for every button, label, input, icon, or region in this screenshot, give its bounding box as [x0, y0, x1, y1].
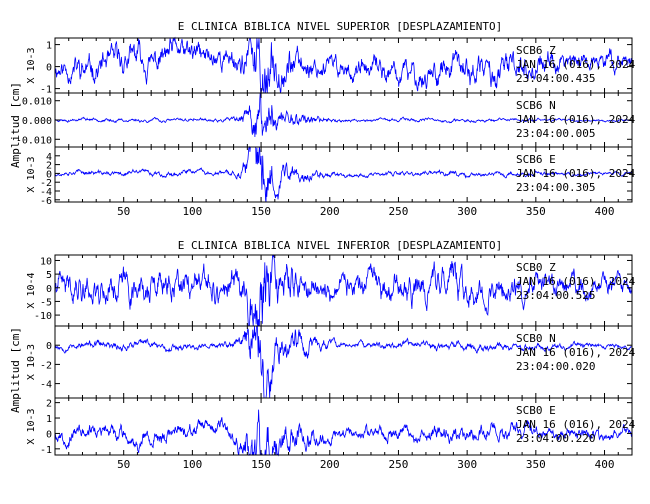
- x-tick-label: 350: [526, 205, 546, 218]
- x-tick-label: 50: [117, 205, 130, 218]
- waveform-trace: [54, 325, 633, 399]
- scale-label: X 10-3: [26, 156, 37, 192]
- station-annotation: JAN 16 (016), 2024: [516, 113, 636, 126]
- y-tick-label: 0.010: [22, 97, 52, 108]
- y-tick-label: 2: [46, 399, 52, 410]
- y-tick-label: -1: [40, 445, 52, 456]
- y-tick-label: -0.010: [16, 135, 52, 146]
- y-tick-label: 0: [46, 63, 52, 74]
- x-tick-label: 250: [389, 458, 409, 471]
- station-annotation: JAN 16 (016), 2024: [516, 167, 636, 180]
- station-annotation: 23:04:00.005: [516, 127, 595, 140]
- top-ylabel: Amplitud [cm]: [9, 82, 22, 168]
- station-annotation: SCB0 Z: [516, 261, 556, 274]
- scale-label: X 10-3: [26, 47, 37, 83]
- station-annotation: SCB0 E: [516, 404, 556, 417]
- y-tick-label: 0: [46, 284, 52, 295]
- station-annotation: JAN 16 (016), 2024: [516, 58, 636, 71]
- y-tick-label: -4: [40, 380, 52, 391]
- station-annotation: 23:04:00.305: [516, 181, 595, 194]
- y-tick-label: 0.000: [22, 116, 52, 127]
- x-tick-label: 200: [320, 458, 340, 471]
- scale-label: X 10-3: [26, 408, 37, 444]
- waveform-trace: [54, 92, 633, 138]
- x-tick-label: 300: [457, 205, 477, 218]
- station-annotation: JAN 16 (016), 2024: [516, 346, 636, 359]
- x-tick-label: 200: [320, 205, 340, 218]
- waveform-trace: [54, 145, 633, 203]
- x-tick-label: 350: [526, 458, 546, 471]
- x-tick-label: 400: [595, 205, 615, 218]
- y-tick-label: -4: [40, 187, 52, 198]
- y-tick-label: -2: [40, 360, 52, 371]
- y-tick-label: 5: [46, 270, 52, 281]
- y-tick-label: 0: [46, 429, 52, 440]
- x-tick-label: 100: [182, 205, 202, 218]
- y-tick-label: -5: [40, 297, 52, 308]
- station-annotation: SCB6 Z: [516, 44, 556, 57]
- waveform-trace: [54, 254, 633, 327]
- x-tick-label: 50: [117, 458, 130, 471]
- y-tick-label: 10: [40, 256, 52, 267]
- waveform-trace: [54, 409, 633, 457]
- y-tick-label: 0: [46, 169, 52, 180]
- station-annotation: 23:04:00.220: [516, 432, 595, 445]
- y-tick-label: -2: [40, 178, 52, 189]
- top-chart-title: E CLINICA BIBLICA NIVEL SUPERIOR [DESPLA…: [178, 20, 503, 33]
- station-annotation: 23:04:00.525: [516, 289, 595, 302]
- y-tick-label: 1: [46, 414, 52, 425]
- station-annotation: SCB0 N: [516, 332, 556, 345]
- y-tick-label: 2: [46, 161, 52, 172]
- x-tick-label: 150: [251, 458, 271, 471]
- station-annotation: SCB6 E: [516, 153, 556, 166]
- x-tick-label: 150: [251, 205, 271, 218]
- scale-label: X 10-4: [26, 272, 37, 308]
- scale-label: X 10-3: [26, 344, 37, 380]
- x-tick-label: 250: [389, 205, 409, 218]
- station-annotation: JAN 16 (016), 2024: [516, 418, 636, 431]
- station-annotation: 23:04:00.020: [516, 360, 595, 373]
- y-tick-label: -1: [40, 85, 52, 96]
- station-annotation: SCB6 N: [516, 99, 556, 112]
- station-annotation: JAN 16 (016), 2024: [516, 275, 636, 288]
- x-tick-label: 400: [595, 458, 615, 471]
- x-tick-label: 300: [457, 458, 477, 471]
- station-annotation: 23:04:00.435: [516, 72, 595, 85]
- y-tick-label: 0: [46, 341, 52, 352]
- waveform-trace: [54, 36, 633, 94]
- y-tick-label: 4: [46, 152, 52, 163]
- x-tick-label: 100: [182, 458, 202, 471]
- bottom-ylabel: Amplitud [cm]: [9, 327, 22, 413]
- y-tick-label: -10: [34, 311, 52, 322]
- bottom-chart-title: E CLINICA BIBLICA NIVEL INFERIOR [DESPLA…: [178, 239, 503, 252]
- y-tick-label: 1: [46, 41, 52, 52]
- y-tick-label: -6: [40, 196, 52, 207]
